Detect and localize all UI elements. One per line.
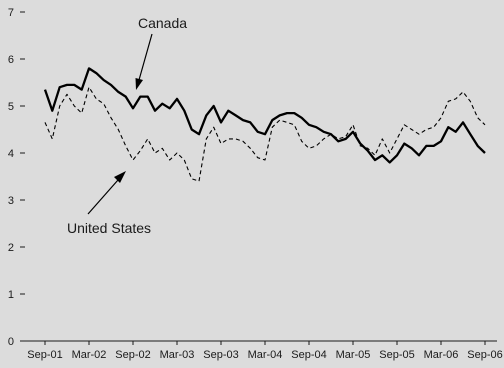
y-tick-label: 1 xyxy=(8,289,14,301)
series-layer xyxy=(43,67,486,182)
annotation-united-states-label: United States xyxy=(67,220,151,236)
x-tick-label: Sep-03 xyxy=(203,349,238,361)
annotation-united-states-arrowhead xyxy=(114,171,126,183)
x-tick-label: Sep-04 xyxy=(291,349,326,361)
y-tick-label: 4 xyxy=(8,148,14,160)
x-tick-label: Sep-01 xyxy=(27,349,62,361)
annotation-canada-arrowhead xyxy=(135,78,143,90)
y-tick-label: 3 xyxy=(8,195,14,207)
x-tick-label: Sep-05 xyxy=(379,349,414,361)
series-line-canada xyxy=(43,67,486,164)
x-tick-label: Mar-02 xyxy=(72,349,107,361)
y-tick-label: 0 xyxy=(8,336,14,348)
x-tick-label: Mar-04 xyxy=(248,349,283,361)
annotation-canada-label: Canada xyxy=(138,15,187,31)
y-tick-label: 5 xyxy=(8,101,14,113)
annotation-layer: Canada United States xyxy=(67,15,187,236)
x-tick-label: Sep-02 xyxy=(115,349,150,361)
y-axis: 0 1 2 3 4 5 6 7 xyxy=(8,7,25,348)
series-line-united-states xyxy=(44,86,486,182)
y-tick-label: 7 xyxy=(8,7,14,19)
x-tick-label: Mar-06 xyxy=(424,349,459,361)
y-tick-label: 2 xyxy=(8,242,14,254)
y-tick-label: 6 xyxy=(8,54,14,66)
annotation-canada-arrow xyxy=(138,33,153,81)
annotation-united-states-arrow xyxy=(87,179,119,215)
x-tick-label: Sep-06 xyxy=(467,349,502,361)
x-axis: Sep-01 Mar-02 Sep-02 Mar-03 Sep-03 Mar-04 Sep-… xyxy=(22,340,503,361)
x-tick-label: Mar-03 xyxy=(160,349,195,361)
x-tick-label: Mar-05 xyxy=(336,349,371,361)
